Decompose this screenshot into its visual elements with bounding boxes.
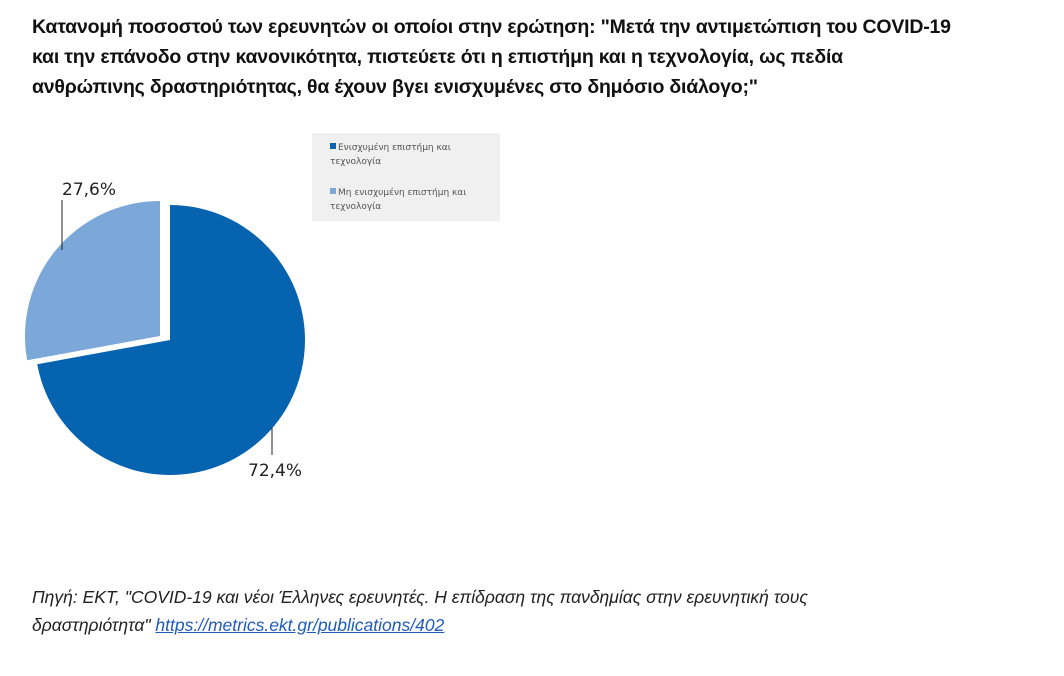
label-not-strengthened: 27,6%	[62, 180, 116, 200]
source-line-2: δραστηριότητα" https://metrics.ekt.gr/pu…	[32, 611, 808, 639]
chart-legend: Ενισχυμένη επιστήμη και τεχνολογία Μη εν…	[312, 133, 500, 221]
label-strengthened: 72,4%	[248, 461, 302, 481]
chart-title: Κατανομή ποσοστού των ερευνητών οι οποίο…	[32, 12, 1042, 102]
legend-swatch-strengthened	[330, 143, 336, 149]
pie-chart: 27,6% 72,4%	[24, 180, 305, 481]
source-line-1: Πηγή: ΕΚΤ, "COVID-19 και νέοι Έλληνες ερ…	[32, 587, 808, 607]
title-line-2: και την επάνοδο στην κανονικότητα, πιστε…	[32, 46, 843, 68]
legend-label-strengthened-2: τεχνολογία	[330, 157, 382, 167]
source-text: δραστηριότητα"	[32, 615, 156, 635]
title-line-1: Κατανομή ποσοστού των ερευνητών οι οποίο…	[32, 16, 951, 38]
source-link[interactable]: https://metrics.ekt.gr/publications/402	[155, 615, 445, 635]
legend-item-strengthened: Ενισχυμένη επιστήμη και τεχνολογία	[330, 141, 490, 169]
legend-swatch-not-strengthened	[330, 188, 336, 194]
pie-slice-not-strengthened	[24, 201, 160, 361]
pie-slice-strengthened	[37, 205, 305, 475]
legend-label-not-strengthened-2: τεχνολογία	[330, 202, 382, 212]
title-line-3: ανθρώπινης δραστηριότητας, θα έχουν βγει…	[32, 76, 758, 98]
legend-label-strengthened-1: Ενισχυμένη επιστήμη και	[338, 143, 451, 153]
legend-item-not-strengthened: Μη ενισχυμένη επιστήμη και τεχνολογία	[330, 186, 490, 214]
legend-label-not-strengthened-1: Μη ενισχυμένη επιστήμη και	[338, 188, 467, 198]
source-note: Πηγή: ΕΚΤ, "COVID-19 και νέοι Έλληνες ερ…	[32, 583, 808, 639]
